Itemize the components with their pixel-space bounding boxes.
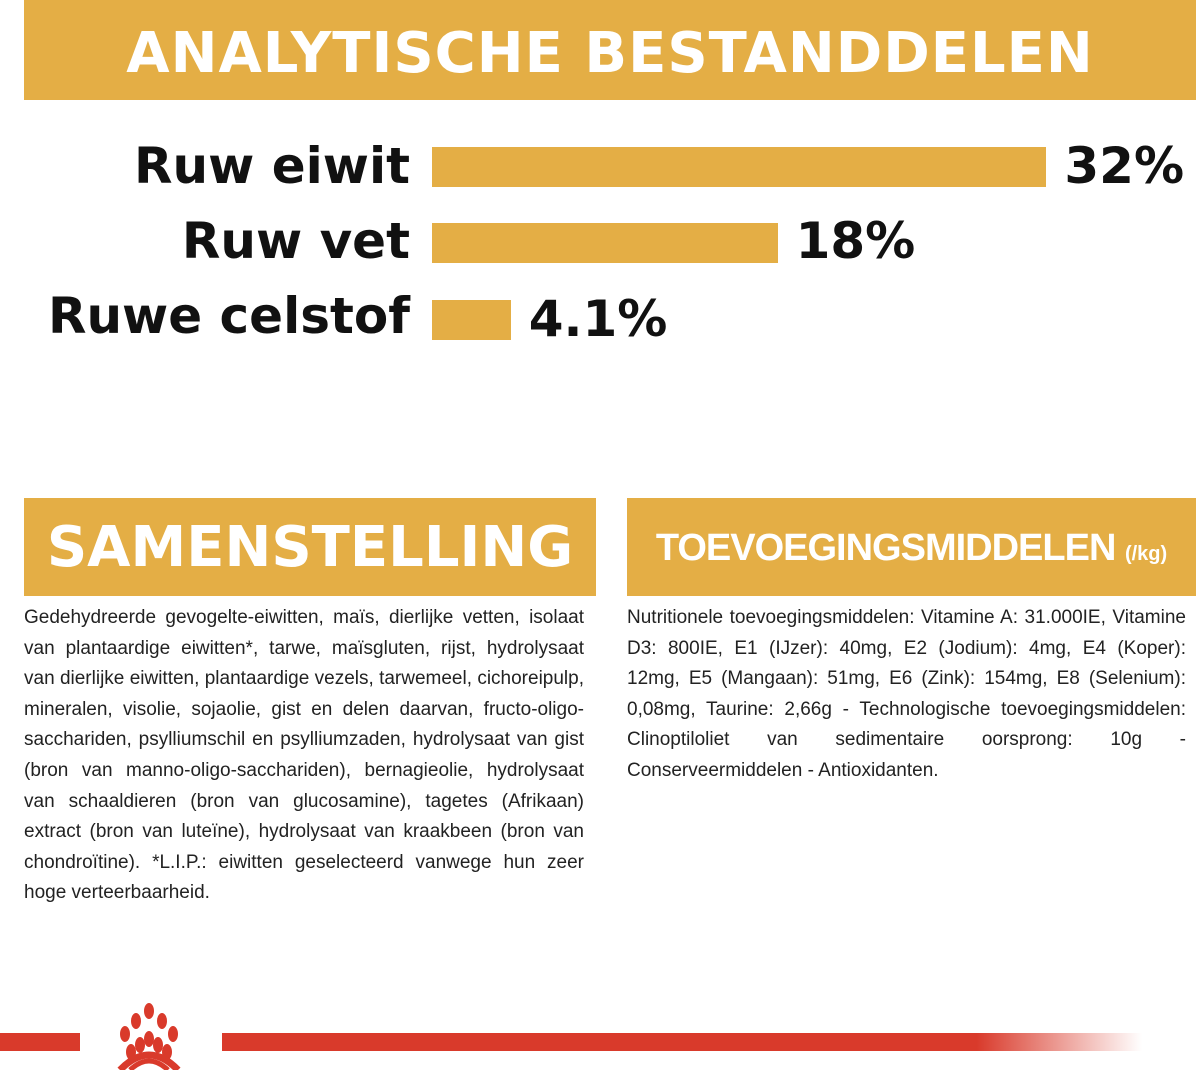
label-protein: Ruw eiwit bbox=[134, 137, 410, 195]
royal-canin-crown-logo bbox=[117, 1003, 181, 1070]
additives-unit: (/kg) bbox=[1124, 543, 1168, 565]
value-protein: 32% bbox=[1064, 137, 1185, 195]
additives-text: Nutritionele toevoegingsmiddelen: Vitami… bbox=[627, 607, 1186, 781]
label-fat: Ruw vet bbox=[181, 212, 410, 270]
bar-protein bbox=[432, 147, 1047, 187]
value-fat: 18% bbox=[795, 212, 916, 270]
bar-fiber bbox=[432, 300, 511, 340]
brand-line-left bbox=[0, 1033, 80, 1051]
composition-header: SAMENSTELLING bbox=[24, 498, 596, 596]
label-fiber: Ruwe celstof bbox=[47, 287, 410, 345]
analytics-header: ANALYTISCHE BESTANDDELEN bbox=[24, 0, 1196, 100]
additives-title: TOEVOEGINGSMIDDELEN bbox=[655, 527, 1117, 569]
value-fiber: 4.1% bbox=[528, 290, 668, 348]
composition-text: Gedehydreerde gevogelte-eiwitten, maïs, … bbox=[24, 607, 584, 904]
brand-line-right bbox=[222, 1033, 1142, 1051]
additives-header: TOEVOEGINGSMIDDELEN (/kg) bbox=[627, 498, 1196, 596]
bar-fat bbox=[432, 223, 778, 263]
